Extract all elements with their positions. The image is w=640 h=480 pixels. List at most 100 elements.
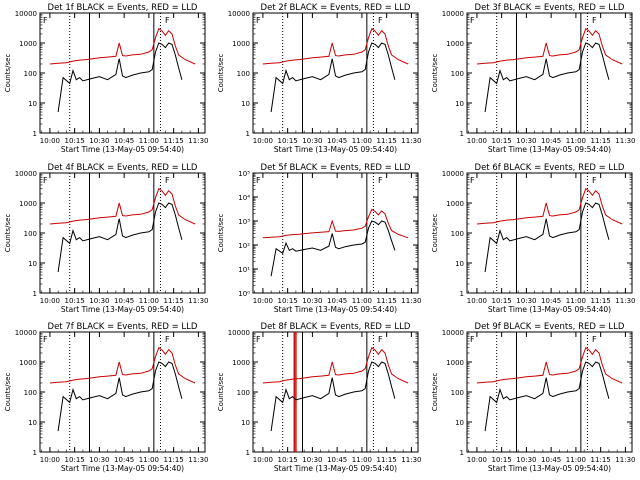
y-tick-label: 1 [246,130,250,138]
corner-mark: F [378,335,383,344]
y-tick-label: 1000 [232,359,250,367]
x-tick-label: 10:45 [114,456,134,464]
y-tick-label: 10⁰ [238,290,250,298]
x-tick-label: 10:30 [302,137,322,145]
x-tick-label: 11:15 [164,456,184,464]
series-line [476,27,623,65]
x-tick-label: 11:00 [566,137,586,145]
y-tick-label: 10⁵ [238,170,250,178]
x-tick-label: 10:30 [89,456,109,464]
y-tick-label: 10000 [228,329,250,337]
plot-frame [252,172,419,294]
x-tick-label: 11:00 [352,456,372,464]
panel-title: Det 6f BLACK = Events, RED = LLD [475,163,625,173]
x-tick-label: 11:30 [188,456,208,464]
y-tick-label: 10000 [15,170,37,178]
x-tick-label: 10:00 [253,456,273,464]
corner-mark: F [592,16,597,25]
y-tick-label: 10 [241,419,250,427]
x-tick-label: 11:30 [401,456,421,464]
series-line [484,361,610,432]
x-tick-label: 11:30 [401,137,421,145]
x-tick-label: 11:30 [615,456,635,464]
y-tick-label: 10 [455,100,464,108]
x-tick-label: 10:45 [541,137,561,145]
x-tick-label: 10:15 [65,137,85,145]
x-axis-label: Start Time (13-May-05 09:54:40) [61,464,184,473]
corner-mark: F [470,176,475,185]
y-tick-label: 10⁴ [238,194,250,202]
y-axis-label: Counts/sec [4,373,12,412]
y-tick-label: 100 [237,389,250,397]
x-tick-label: 10:45 [327,456,347,464]
y-tick-label: 100 [24,230,37,238]
x-tick-label: 11:30 [188,297,208,305]
series-line [262,208,409,239]
x-tick-label: 11:00 [566,456,586,464]
x-tick-label: 10:00 [40,297,60,305]
detector-panel: Det 2f BLACK = Events, RED = LLD 1 10 100 10… [217,3,421,154]
series-line [484,202,610,273]
corner-mark: F [165,16,170,25]
x-tick-label: 10:00 [467,456,487,464]
corner-mark: F [165,335,170,344]
corner-mark: F [256,335,261,344]
x-tick-label: 11:30 [401,297,421,305]
x-tick-label: 10:30 [302,297,322,305]
y-tick-label: 10 [28,260,37,268]
corner-mark: F [378,176,383,185]
y-tick-label: 10000 [442,170,464,178]
y-tick-label: 100 [451,70,464,78]
panel-title: Det 9f BLACK = Events, RED = LLD [475,322,625,332]
x-tick-label: 10:30 [516,456,536,464]
y-tick-label: 1000 [19,359,37,367]
x-tick-label: 11:15 [591,137,611,145]
x-tick-label: 10:30 [89,137,109,145]
x-tick-label: 11:00 [352,137,372,145]
y-tick-label: 1 [33,290,37,298]
y-axis-label: Counts/sec [4,214,12,253]
panel-title: Det 2f BLACK = Events, RED = LLD [261,3,411,13]
x-tick-label: 10:00 [253,297,273,305]
x-tick-label: 10:45 [327,137,347,145]
y-tick-label: 10³ [238,218,250,226]
x-tick-label: 11:15 [377,456,397,464]
panel-title: Det 5f BLACK = Events, RED = LLD [261,163,411,173]
x-tick-label: 10:30 [516,137,536,145]
x-axis-label: Start Time (13-May-05 09:54:40) [488,145,611,154]
x-tick-label: 10:15 [492,297,512,305]
x-tick-label: 10:00 [467,137,487,145]
detector-panel: Det 9f BLACK = Events, RED = LLD 1 10 100 10… [431,322,635,473]
x-axis-label: Start Time (13-May-05 09:54:40) [274,145,397,154]
series-line [270,42,396,113]
corner-mark: F [592,335,597,344]
x-tick-label: 10:00 [40,137,60,145]
series-line [262,27,409,65]
corner-mark: F [43,16,48,25]
corner-mark: F [592,176,597,185]
y-tick-label: 10000 [15,329,37,337]
x-tick-label: 10:15 [278,137,298,145]
x-tick-label: 11:00 [139,456,159,464]
x-axis-label: Start Time (13-May-05 09:54:40) [61,145,184,154]
x-tick-label: 10:30 [302,456,322,464]
y-axis-label: Counts/sec [431,54,439,93]
y-tick-label: 10 [455,260,464,268]
x-tick-label: 10:45 [541,456,561,464]
y-tick-label: 10000 [15,10,37,18]
x-tick-label: 10:30 [89,297,109,305]
x-tick-label: 10:15 [278,297,298,305]
x-tick-label: 11:15 [164,137,184,145]
x-tick-label: 10:15 [65,297,85,305]
x-axis-label: Start Time (13-May-05 09:54:40) [488,305,611,314]
corner-mark: F [256,176,261,185]
y-tick-label: 1000 [446,200,464,208]
detector-panel: Det 5f BLACK = Events, RED = LLD 10⁰ 10¹ 10… [217,163,421,314]
series-line [476,187,623,225]
detector-panel: Det 8f BLACK = Events, RED = LLD 1 10 100 10… [217,322,421,473]
panel-title: Det 8f BLACK = Events, RED = LLD [261,322,411,332]
y-tick-label: 10 [28,100,37,108]
x-tick-label: 11:15 [591,456,611,464]
detector-panel: Det 1f BLACK = Events, RED = LLD 1 10 100 10… [4,3,208,154]
